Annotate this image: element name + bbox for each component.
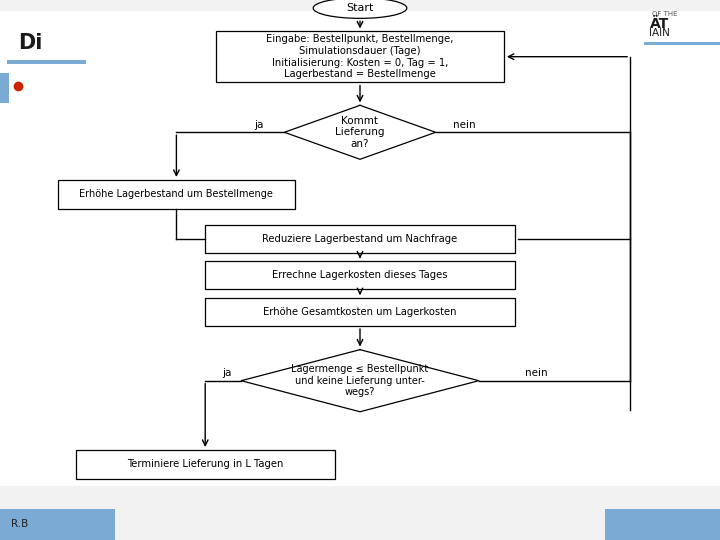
Text: OF THE: OF THE [652, 10, 677, 17]
FancyBboxPatch shape [205, 298, 515, 326]
Text: Reduziere Lagerbestand um Nachfrage: Reduziere Lagerbestand um Nachfrage [262, 234, 458, 244]
Polygon shape [241, 350, 479, 411]
Text: nein: nein [453, 120, 476, 130]
Text: IAIN: IAIN [649, 29, 670, 38]
Text: ja: ja [254, 120, 264, 130]
Polygon shape [284, 105, 436, 159]
FancyBboxPatch shape [7, 60, 86, 64]
Text: Start: Start [346, 3, 374, 13]
FancyBboxPatch shape [0, 73, 9, 103]
FancyBboxPatch shape [644, 42, 720, 45]
FancyBboxPatch shape [76, 450, 335, 479]
Text: Erhöhe Lagerbestand um Bestellmenge: Erhöhe Lagerbestand um Bestellmenge [79, 190, 274, 199]
Text: Kommt
Lieferung
an?: Kommt Lieferung an? [336, 116, 384, 149]
FancyBboxPatch shape [605, 509, 720, 540]
Text: Di: Di [18, 33, 42, 53]
FancyBboxPatch shape [205, 261, 515, 289]
Text: ÄT: ÄT [649, 17, 669, 31]
Ellipse shape [313, 0, 407, 18]
Text: nein: nein [525, 368, 548, 377]
FancyBboxPatch shape [205, 225, 515, 253]
Text: R.B: R.B [11, 519, 28, 529]
Text: Lagermenge ≤ Bestellpunkt
und keine Lieferung unter-
wegs?: Lagermenge ≤ Bestellpunkt und keine Lief… [292, 364, 428, 397]
FancyBboxPatch shape [0, 509, 115, 540]
Text: Eingabe: Bestellpunkt, Bestellmenge,
Simulationsdauer (Tage)
Initialisierung: Ko: Eingabe: Bestellpunkt, Bestellmenge, Sim… [266, 35, 454, 79]
FancyBboxPatch shape [216, 31, 504, 82]
Text: ja: ja [222, 368, 232, 377]
Text: Erhöhe Gesamtkosten um Lagerkosten: Erhöhe Gesamtkosten um Lagerkosten [264, 307, 456, 317]
FancyBboxPatch shape [0, 11, 720, 486]
Text: Terminiere Lieferung in L Tagen: Terminiere Lieferung in L Tagen [127, 460, 284, 469]
FancyBboxPatch shape [58, 180, 295, 209]
Text: Errechne Lagerkosten dieses Tages: Errechne Lagerkosten dieses Tages [272, 271, 448, 280]
